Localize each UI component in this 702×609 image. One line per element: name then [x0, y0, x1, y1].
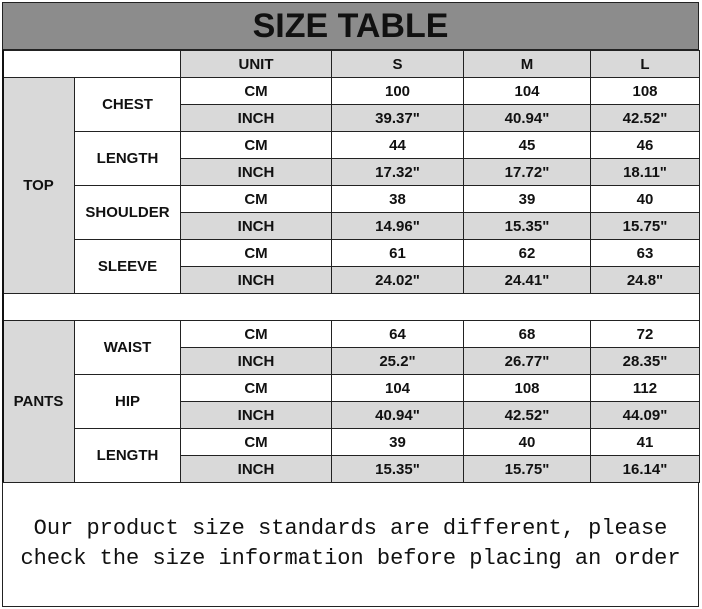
- value-cell-s: 14.96": [331, 212, 464, 240]
- value-cell-m: 15.75": [463, 455, 591, 483]
- value-cell-l: 112: [590, 374, 700, 402]
- value-cell-m: 108: [463, 374, 591, 402]
- measure-cell: SLEEVE: [74, 239, 181, 294]
- unit-cell: CM: [180, 320, 332, 348]
- value-cell-m: 45: [463, 131, 591, 159]
- value-cell-s: 38: [331, 185, 464, 213]
- value-cell-m: 24.41": [463, 266, 591, 294]
- value-cell-m: 17.72": [463, 158, 591, 186]
- value-cell-m: 42.52": [463, 401, 591, 429]
- value-cell-s: 39.37": [331, 104, 464, 132]
- table-row: INCH 24.02" 24.41" 24.8": [3, 266, 700, 294]
- value-cell-l: 16.14": [590, 455, 700, 483]
- value-cell-m: 104: [463, 77, 591, 105]
- unit-cell: CM: [180, 185, 332, 213]
- size-table: UNIT S M L TOP CHEST CM 100 104 108 INCH 39.37"…: [2, 50, 700, 483]
- unit-cell: INCH: [180, 266, 332, 294]
- measure-cell: LENGTH: [74, 428, 181, 483]
- value-cell-m: 15.35": [463, 212, 591, 240]
- value-cell-l: 15.75": [590, 212, 700, 240]
- value-cell-s: 64: [331, 320, 464, 348]
- value-cell-s: 25.2": [331, 347, 464, 375]
- unit-cell: CM: [180, 77, 332, 105]
- value-cell-m: 68: [463, 320, 591, 348]
- value-cell-s: 44: [331, 131, 464, 159]
- value-cell-m: 39: [463, 185, 591, 213]
- unit-cell: CM: [180, 239, 332, 267]
- value-cell-s: 17.32": [331, 158, 464, 186]
- category-cell: PANTS: [2, 320, 75, 483]
- notice-line-1: Our product size standards are different…: [33, 516, 668, 541]
- size-notice: Our product size standards are different…: [2, 482, 699, 607]
- value-cell-l: 18.11": [590, 158, 700, 186]
- value-cell-s: 104: [331, 374, 464, 402]
- table-row: INCH 40.94" 42.52" 44.09": [3, 401, 700, 429]
- value-cell-m: 26.77": [463, 347, 591, 375]
- unit-cell: INCH: [180, 455, 332, 483]
- table-row: SHOULDER CM 38 39 40: [3, 185, 700, 240]
- value-cell-s: 100: [331, 77, 464, 105]
- measure-cell: LENGTH: [74, 131, 181, 186]
- value-cell-s: 39: [331, 428, 464, 456]
- value-cell-l: 42.52": [590, 104, 700, 132]
- table-row: PANTS WAIST CM 64 68 72: [2, 320, 700, 483]
- table-row: INCH 15.35" 15.75" 16.14": [3, 455, 700, 483]
- value-cell-s: 24.02": [331, 266, 464, 294]
- measure-cell: HIP: [74, 374, 181, 429]
- value-cell-l: 41: [590, 428, 700, 456]
- header-row: UNIT S M L: [2, 50, 700, 78]
- value-cell-s: 61: [331, 239, 464, 267]
- table-row: INCH 17.32" 17.72" 18.11": [3, 158, 700, 186]
- header-unit: UNIT: [180, 50, 332, 78]
- value-cell-l: 108: [590, 77, 700, 105]
- measure-cell: SHOULDER: [74, 185, 181, 240]
- value-cell-l: 28.35": [590, 347, 700, 375]
- value-cell-m: 40: [463, 428, 591, 456]
- value-cell-m: 62: [463, 239, 591, 267]
- table-row: INCH 14.96" 15.35" 15.75": [3, 212, 700, 240]
- unit-cell: INCH: [180, 104, 332, 132]
- header-size-l: L: [590, 50, 700, 78]
- value-cell-s: 40.94": [331, 401, 464, 429]
- measure-cell: WAIST: [74, 320, 181, 375]
- value-cell-l: 72: [590, 320, 700, 348]
- value-cell-l: 40: [590, 185, 700, 213]
- unit-cell: INCH: [180, 401, 332, 429]
- notice-line-2: check the size information before placin…: [20, 546, 681, 571]
- unit-cell: CM: [180, 374, 332, 402]
- table-row: LENGTH CM 44 45 46: [3, 131, 700, 186]
- table-row: SLEEVE CM 61 62 63: [3, 239, 700, 294]
- header-blank: [2, 50, 181, 78]
- unit-cell: CM: [180, 131, 332, 159]
- value-cell-l: 44.09": [590, 401, 700, 429]
- value-cell-l: 63: [590, 239, 700, 267]
- category-cell: TOP: [2, 77, 75, 294]
- spacer-row: [2, 293, 700, 321]
- value-cell-l: 46: [590, 131, 700, 159]
- table-row: HIP CM 104 108 112: [3, 374, 700, 429]
- value-cell-s: 15.35": [331, 455, 464, 483]
- unit-cell: INCH: [180, 347, 332, 375]
- spacer-cell: [2, 293, 700, 321]
- table-row: INCH 39.37" 40.94" 42.52": [3, 104, 700, 132]
- table-row: LENGTH CM 39 40 41: [3, 428, 700, 483]
- value-cell-m: 40.94": [463, 104, 591, 132]
- unit-cell: CM: [180, 428, 332, 456]
- value-cell-l: 24.8": [590, 266, 700, 294]
- table-row: TOP CHEST CM 100 104 108: [2, 77, 700, 294]
- unit-cell: INCH: [180, 158, 332, 186]
- unit-cell: INCH: [180, 212, 332, 240]
- measure-cell: CHEST: [74, 77, 181, 132]
- page-title: SIZE TABLE: [2, 2, 699, 50]
- header-size-s: S: [331, 50, 464, 78]
- header-size-m: M: [463, 50, 591, 78]
